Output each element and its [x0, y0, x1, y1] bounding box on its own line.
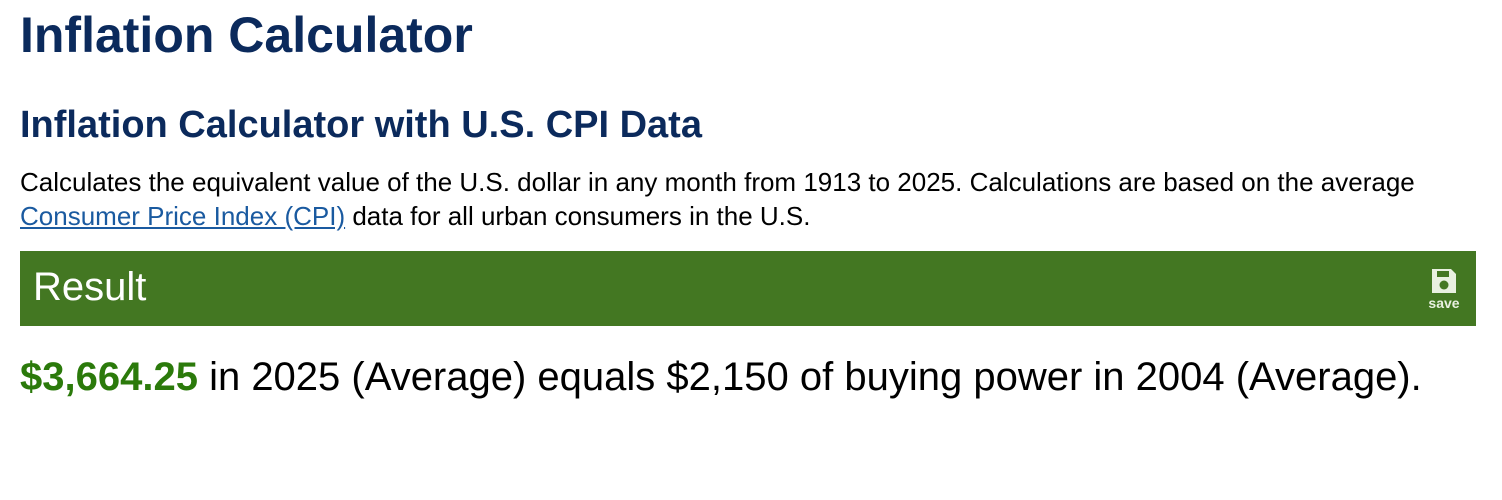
description: Calculates the equivalent value of the U… — [20, 165, 1460, 233]
floppy-disk-icon — [1432, 269, 1456, 293]
section-title: Inflation Calculator with U.S. CPI Data — [20, 104, 702, 146]
result-amount: $3,664.25 — [20, 355, 198, 399]
save-button[interactable]: save — [1424, 267, 1464, 311]
cpi-link[interactable]: Consumer Price Index (CPI) — [20, 201, 346, 231]
save-label: save — [1428, 295, 1460, 311]
page-title: Inflation Calculator — [20, 7, 473, 63]
result-title: Result — [33, 265, 147, 309]
result-header: Result save — [20, 251, 1476, 326]
description-text: Calculates the equivalent value of the U… — [20, 167, 1415, 197]
result-description: in 2025 (Average) equals $2,150 of buyin… — [197, 355, 1422, 399]
description-text-end: data for all urban consumers in the U.S. — [345, 201, 811, 231]
result-text: $3,664.25 in 2025 (Average) equals $2,15… — [20, 352, 1460, 403]
